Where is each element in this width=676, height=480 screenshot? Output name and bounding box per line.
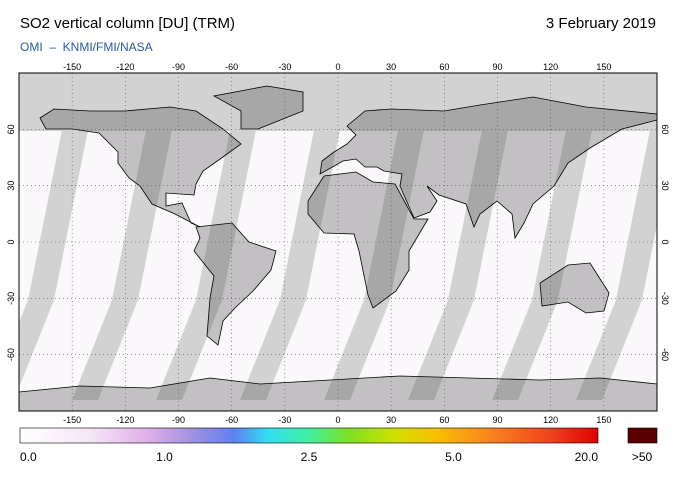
longitude-label-bottom: -120 bbox=[116, 415, 134, 425]
swath bbox=[72, 120, 174, 400]
colorbar-overflow bbox=[627, 427, 658, 444]
swath bbox=[576, 120, 657, 400]
longitude-label-bottom: -150 bbox=[63, 415, 81, 425]
missing-data-swaths bbox=[19, 120, 657, 400]
colorbar-label: 2.5 bbox=[301, 450, 318, 464]
colorbar-label: 20.0 bbox=[575, 450, 599, 464]
latitude-label-right: 30 bbox=[660, 181, 670, 191]
longitude-label-top: -150 bbox=[63, 62, 81, 72]
latitude-label-right: -30 bbox=[660, 292, 670, 305]
coastlines bbox=[19, 85, 657, 411]
colorbar bbox=[19, 427, 599, 444]
date: 3 February 2019 bbox=[546, 15, 656, 32]
latitude-label-left: 30 bbox=[6, 181, 16, 191]
longitude-label-top: 90 bbox=[492, 62, 502, 72]
longitude-label-bottom: -30 bbox=[278, 415, 291, 425]
latitude-label-left: -60 bbox=[6, 348, 16, 361]
longitude-label-bottom: 90 bbox=[492, 415, 502, 425]
longitude-label-bottom: 120 bbox=[543, 415, 558, 425]
longitude-label-bottom: 0 bbox=[335, 415, 340, 425]
latitude-label-left: 60 bbox=[6, 124, 16, 134]
longitude-label-top: 120 bbox=[543, 62, 558, 72]
eurasia bbox=[319, 96, 657, 240]
longitude-label-top: -60 bbox=[225, 62, 238, 72]
australia bbox=[539, 262, 610, 314]
title: SO2 vertical column [DU] (TRM) bbox=[20, 15, 235, 32]
south-america bbox=[193, 222, 277, 346]
longitude-label-top: 0 bbox=[335, 62, 340, 72]
latitude-label-right: 0 bbox=[660, 239, 670, 244]
source: OMI – KNMI/FMI/NASA bbox=[20, 40, 153, 54]
swath bbox=[240, 120, 342, 400]
longitude-label-bottom: 60 bbox=[439, 415, 449, 425]
latitude-label-right: -60 bbox=[660, 348, 670, 361]
map-area bbox=[19, 73, 657, 411]
latitude-label-left: -30 bbox=[6, 292, 16, 305]
colorbar-label: 0.0 bbox=[20, 450, 37, 464]
colorbar-label: 5.0 bbox=[445, 450, 462, 464]
longitude-label-bottom: 30 bbox=[386, 415, 396, 425]
map-frame bbox=[18, 72, 658, 412]
swath bbox=[408, 120, 510, 400]
longitude-label-top: -90 bbox=[172, 62, 185, 72]
north-america bbox=[39, 106, 242, 228]
colorbar-label: 1.0 bbox=[156, 450, 173, 464]
longitude-label-top: -120 bbox=[116, 62, 134, 72]
longitude-label-bottom: -60 bbox=[225, 415, 238, 425]
longitude-label-top: 30 bbox=[386, 62, 396, 72]
longitude-label-top: -30 bbox=[278, 62, 291, 72]
longitude-label-bottom: -90 bbox=[172, 415, 185, 425]
swath bbox=[19, 120, 90, 388]
swath bbox=[324, 120, 426, 400]
longitude-label-bottom: 150 bbox=[596, 415, 611, 425]
longitude-label-top: 150 bbox=[596, 62, 611, 72]
graticule bbox=[19, 73, 657, 411]
longitude-label-top: 60 bbox=[439, 62, 449, 72]
swath bbox=[492, 120, 594, 400]
swath bbox=[156, 120, 258, 400]
latitude-label-right: 60 bbox=[660, 124, 670, 134]
colorbar-overflow-label: >50 bbox=[632, 450, 653, 464]
latitude-label-left: 0 bbox=[6, 239, 16, 244]
